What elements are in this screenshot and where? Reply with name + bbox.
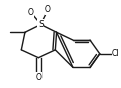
Text: S: S xyxy=(38,20,44,29)
Text: O: O xyxy=(28,8,34,17)
Text: O: O xyxy=(45,5,51,14)
Text: O: O xyxy=(35,73,41,82)
Text: Cl: Cl xyxy=(112,49,119,58)
